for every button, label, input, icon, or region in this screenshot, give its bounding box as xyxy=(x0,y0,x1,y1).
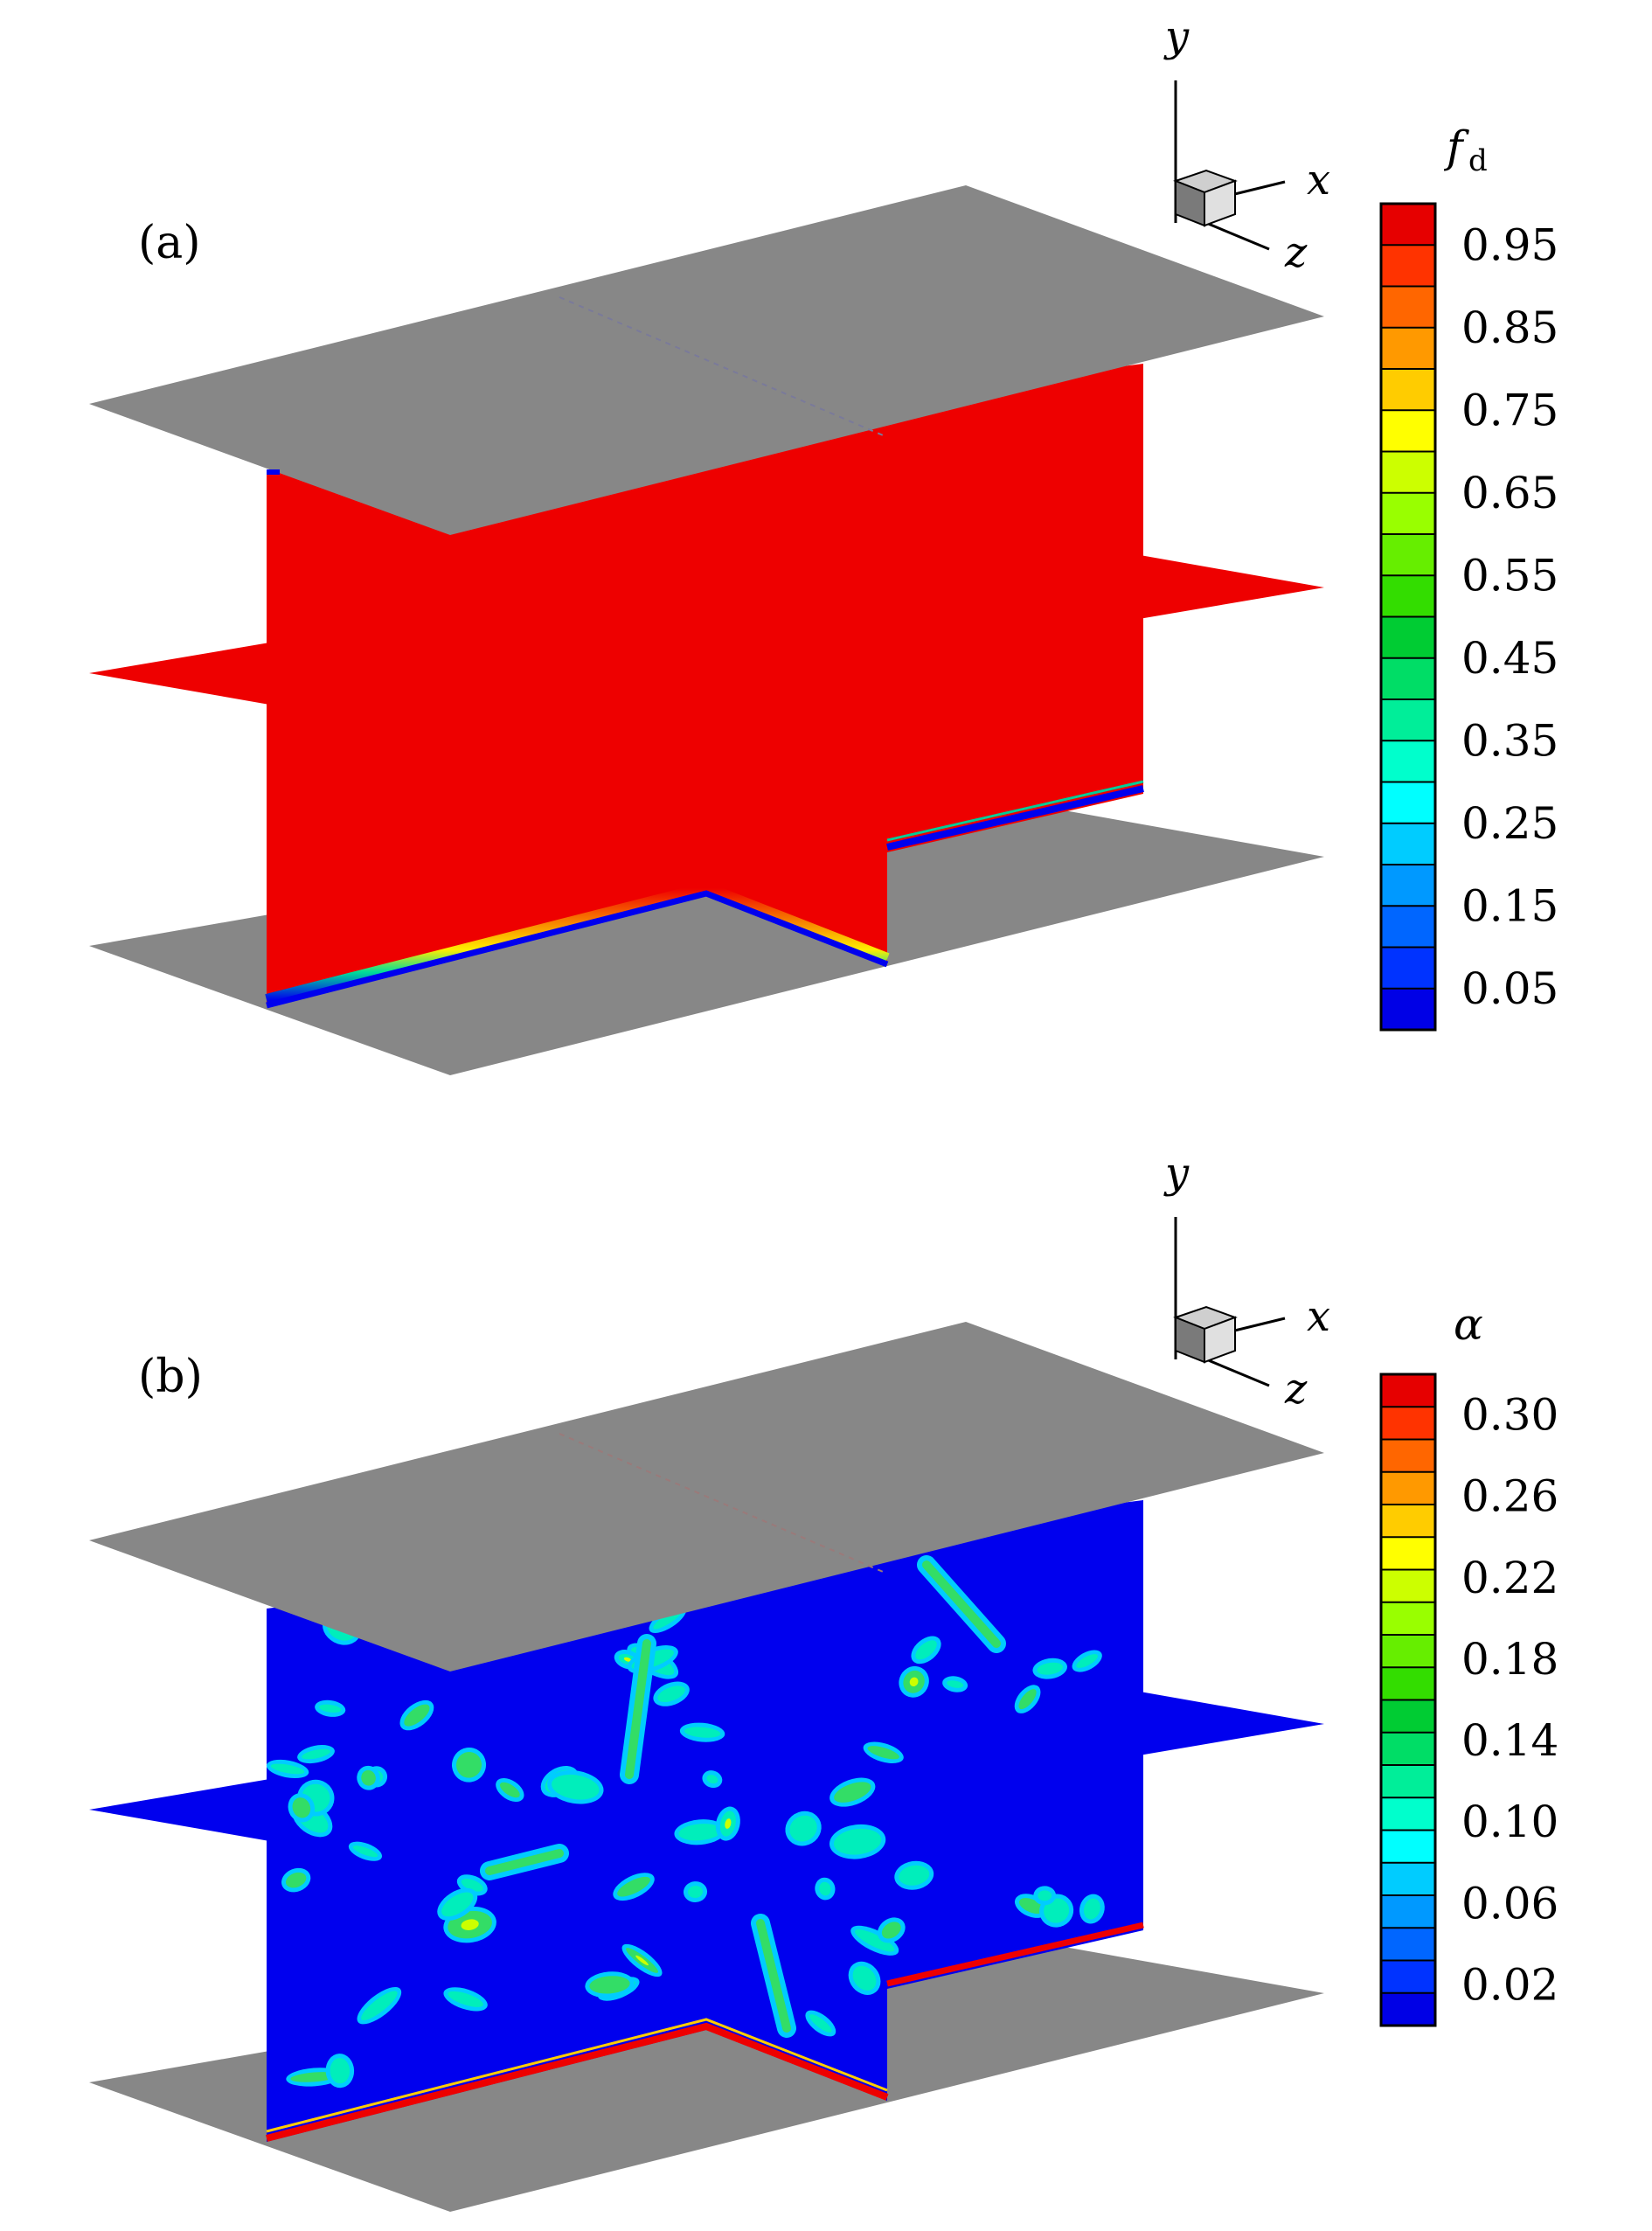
colorbar-tick-label: 0.22 xyxy=(1461,1553,1558,1603)
colorbar-swatch xyxy=(1381,1862,1435,1896)
colorbar-tick-label: 0.02 xyxy=(1461,1959,1558,2010)
panel-b: (b) y x z α 0.30 0.26 0.22 0.18 0.14 0.10 0.06… xyxy=(89,1149,1558,2212)
colorbar-tick-label: 0.45 xyxy=(1461,633,1558,684)
colorbar-swatch xyxy=(1381,616,1435,659)
wall-band-right-b xyxy=(886,1922,1144,1987)
colorbar-swatch xyxy=(1381,1830,1435,1864)
colorbar-swatch xyxy=(1381,534,1435,576)
colorbar-swatch xyxy=(1381,699,1435,741)
colorbar-swatch xyxy=(1381,1374,1435,1407)
axis-triad-a: y x z xyxy=(1163,12,1330,277)
colorbar-tick-label: 0.06 xyxy=(1461,1878,1558,1929)
colorbar-tick-label: 0.95 xyxy=(1461,219,1558,270)
panel-a: (a) y x z f d xyxy=(89,12,1558,1075)
colorbar-swatch xyxy=(1381,782,1435,824)
colorbar-swatch xyxy=(1381,1569,1435,1603)
colorbar-swatch xyxy=(1381,657,1435,700)
colorbar-swatch xyxy=(1381,988,1435,1031)
axis-y-label-b: y xyxy=(1163,1149,1190,1198)
colorbar-swatch xyxy=(1381,906,1435,948)
colorbar-swatch xyxy=(1381,575,1435,617)
colorbar-swatch xyxy=(1381,1407,1435,1440)
top-plate-seam-a xyxy=(559,296,888,438)
colorbar-title-b: α xyxy=(1454,1299,1483,1350)
colorbar-swatch xyxy=(1381,823,1435,865)
colorbar-swatch xyxy=(1381,327,1435,370)
colorbar-swatch xyxy=(1381,1797,1435,1831)
colorbar-swatch xyxy=(1381,1928,1435,1961)
colorbar-tick-label: 0.14 xyxy=(1461,1715,1558,1766)
colorbar-swatch xyxy=(1381,1537,1435,1570)
colorbar-swatch xyxy=(1381,451,1435,494)
wall-band-right-a2 xyxy=(886,780,1144,842)
axis-z-label-b: z xyxy=(1284,1365,1308,1414)
wall-band-bottom-a2 xyxy=(266,890,889,1009)
colorbar-title-a: f xyxy=(1443,122,1469,172)
colorbar-swatch xyxy=(1381,1471,1435,1505)
colorbar-swatch xyxy=(1381,947,1435,990)
colorbar-tick-label: 0.35 xyxy=(1461,715,1558,766)
colorbar-tick-label: 0.85 xyxy=(1461,302,1558,353)
wall-band-bottom-b2 xyxy=(266,2018,888,2133)
colorbar-tick-label: 0.55 xyxy=(1461,550,1558,601)
colorbar-swatch xyxy=(1381,492,1435,535)
axis-z-label-a: z xyxy=(1284,228,1308,277)
bottom-plate-b xyxy=(89,1929,1324,2212)
colorbar-ticks-b: 0.30 0.26 0.22 0.18 0.14 0.10 0.06 0.02 xyxy=(1461,1390,1558,2011)
colorbar-swatch xyxy=(1381,1960,1435,1994)
colorbar-tick-label: 0.18 xyxy=(1461,1634,1558,1685)
field-blobs-b xyxy=(266,1555,1105,2089)
colorbar-ticks-a: 0.95 0.85 0.75 0.65 0.55 0.45 0.35 0.25 0.15 0.05 xyxy=(1461,219,1558,1014)
colorbar-swatch xyxy=(1381,410,1435,452)
panel-label-b: (b) xyxy=(138,1351,203,1403)
colorbar-tick-label: 0.30 xyxy=(1461,1390,1558,1441)
colorbar-swatches-a xyxy=(1381,204,1435,1031)
colorbar-swatch xyxy=(1381,369,1435,411)
colorbar-swatch xyxy=(1381,1732,1435,1766)
colorbar-swatch xyxy=(1381,865,1435,907)
axis-y-label-a: y xyxy=(1163,12,1190,61)
colorbar-swatch xyxy=(1381,1895,1435,1929)
colorbar-swatch xyxy=(1381,1505,1435,1538)
colorbar-tick-label: 0.26 xyxy=(1461,1471,1558,1522)
colorbar-swatch xyxy=(1381,740,1435,782)
colorbar-swatch xyxy=(1381,1992,1435,2026)
panel-label-a: (a) xyxy=(138,217,201,269)
colorbar-a: f d 0.95 0.85 0.75 0.65 0.55 0.45 0.35 0.25 0.15… xyxy=(1379,122,1558,1032)
axis-x-label-b: x xyxy=(1307,1292,1330,1341)
colorbar-swatches-b xyxy=(1381,1374,1435,2026)
colorbar-tick-label: 0.10 xyxy=(1461,1797,1558,1847)
colorbar-tick-label: 0.05 xyxy=(1461,963,1558,1014)
colorbar-swatch xyxy=(1381,1765,1435,1798)
colorbar-tick-label: 0.65 xyxy=(1461,468,1558,518)
colorbar-swatch xyxy=(1381,1635,1435,1668)
colorbar-tick-label: 0.75 xyxy=(1461,385,1558,435)
colorbar-swatch xyxy=(1381,1602,1435,1636)
colorbar-tick-label: 0.25 xyxy=(1461,798,1558,849)
colorbar-tick-label: 0.15 xyxy=(1461,880,1558,931)
top-plate-seam-b xyxy=(559,1433,888,1574)
colorbar-swatch xyxy=(1381,245,1435,287)
colorbar-title-sub-a: d xyxy=(1468,143,1488,178)
colorbar-swatch xyxy=(1381,1699,1435,1734)
colorbar-swatch xyxy=(1381,286,1435,329)
wall-band-right-a xyxy=(886,785,1144,851)
colorbar-b: α 0.30 0.26 0.22 0.18 0.14 0.10 0.06 0.02 xyxy=(1379,1299,1558,2027)
axis-triad-b: y x z xyxy=(1163,1149,1330,1414)
colorbar-swatch xyxy=(1381,1667,1435,1700)
colorbar-swatch xyxy=(1381,204,1435,246)
axis-x-label-a: x xyxy=(1307,156,1330,205)
colorbar-swatch xyxy=(1381,1439,1435,1473)
wall-band-bottom-b xyxy=(266,2022,889,2142)
wall-band-bottom-a xyxy=(265,881,890,1006)
bottom-plate-a xyxy=(89,793,1324,1075)
